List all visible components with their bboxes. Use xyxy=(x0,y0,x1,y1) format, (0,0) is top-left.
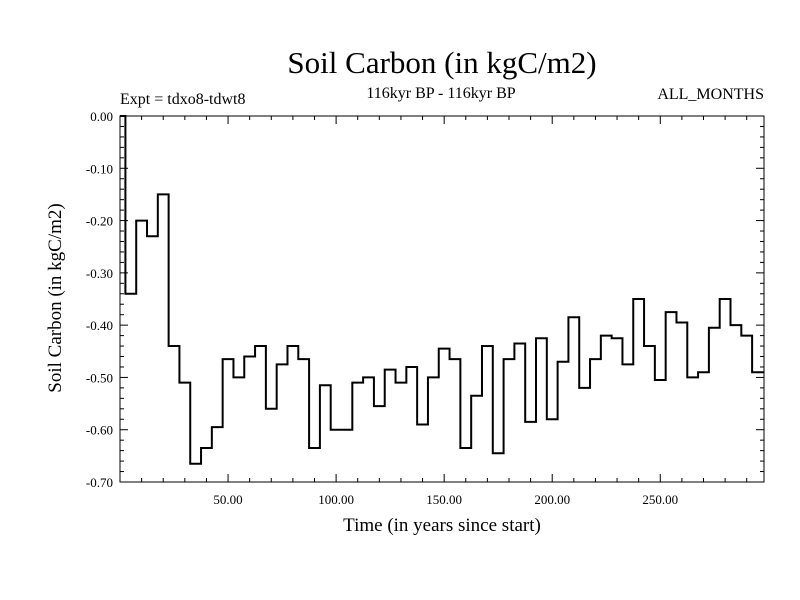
axis-ticks xyxy=(120,115,764,483)
plot-frame xyxy=(119,115,765,483)
chart-subtitle-center: 116kyr BP - 116kyr BP xyxy=(366,85,515,102)
x-tick-label: 200.00 xyxy=(534,492,570,507)
y-tick-label: -0.20 xyxy=(86,214,113,229)
x-axis-label: Time (in years since start) xyxy=(343,515,541,536)
x-tick-label: 100.00 xyxy=(318,492,354,507)
chart-subtitle-right: ALL_MONTHS xyxy=(657,86,764,103)
y-tick-label: -0.60 xyxy=(86,423,113,438)
y-tick-label: 0.00 xyxy=(90,109,113,124)
y-tick-label: -0.10 xyxy=(86,161,113,176)
series-line xyxy=(120,115,764,465)
x-tick-label: 50.00 xyxy=(213,492,242,507)
y-tick-label: -0.70 xyxy=(86,475,113,490)
y-tick-label: -0.40 xyxy=(86,318,113,333)
y-tick-label: -0.30 xyxy=(86,266,113,281)
x-tick-label: 150.00 xyxy=(426,492,462,507)
axis-tick-labels: 50.00 100.00 150.00 200.00 250.00 0.00 -0.10 -0… xyxy=(86,109,678,507)
y-axis-label: Soil Carbon (in kgC/m2) xyxy=(45,203,66,392)
chart-title: Soil Carbon (in kgC/m2) xyxy=(287,45,596,80)
chart-subtitle-left: Expt = tdxo8-tdwt8 xyxy=(120,91,245,108)
x-tick-label: 250.00 xyxy=(642,492,678,507)
series-layer xyxy=(120,115,764,465)
y-tick-label: -0.50 xyxy=(86,370,113,385)
